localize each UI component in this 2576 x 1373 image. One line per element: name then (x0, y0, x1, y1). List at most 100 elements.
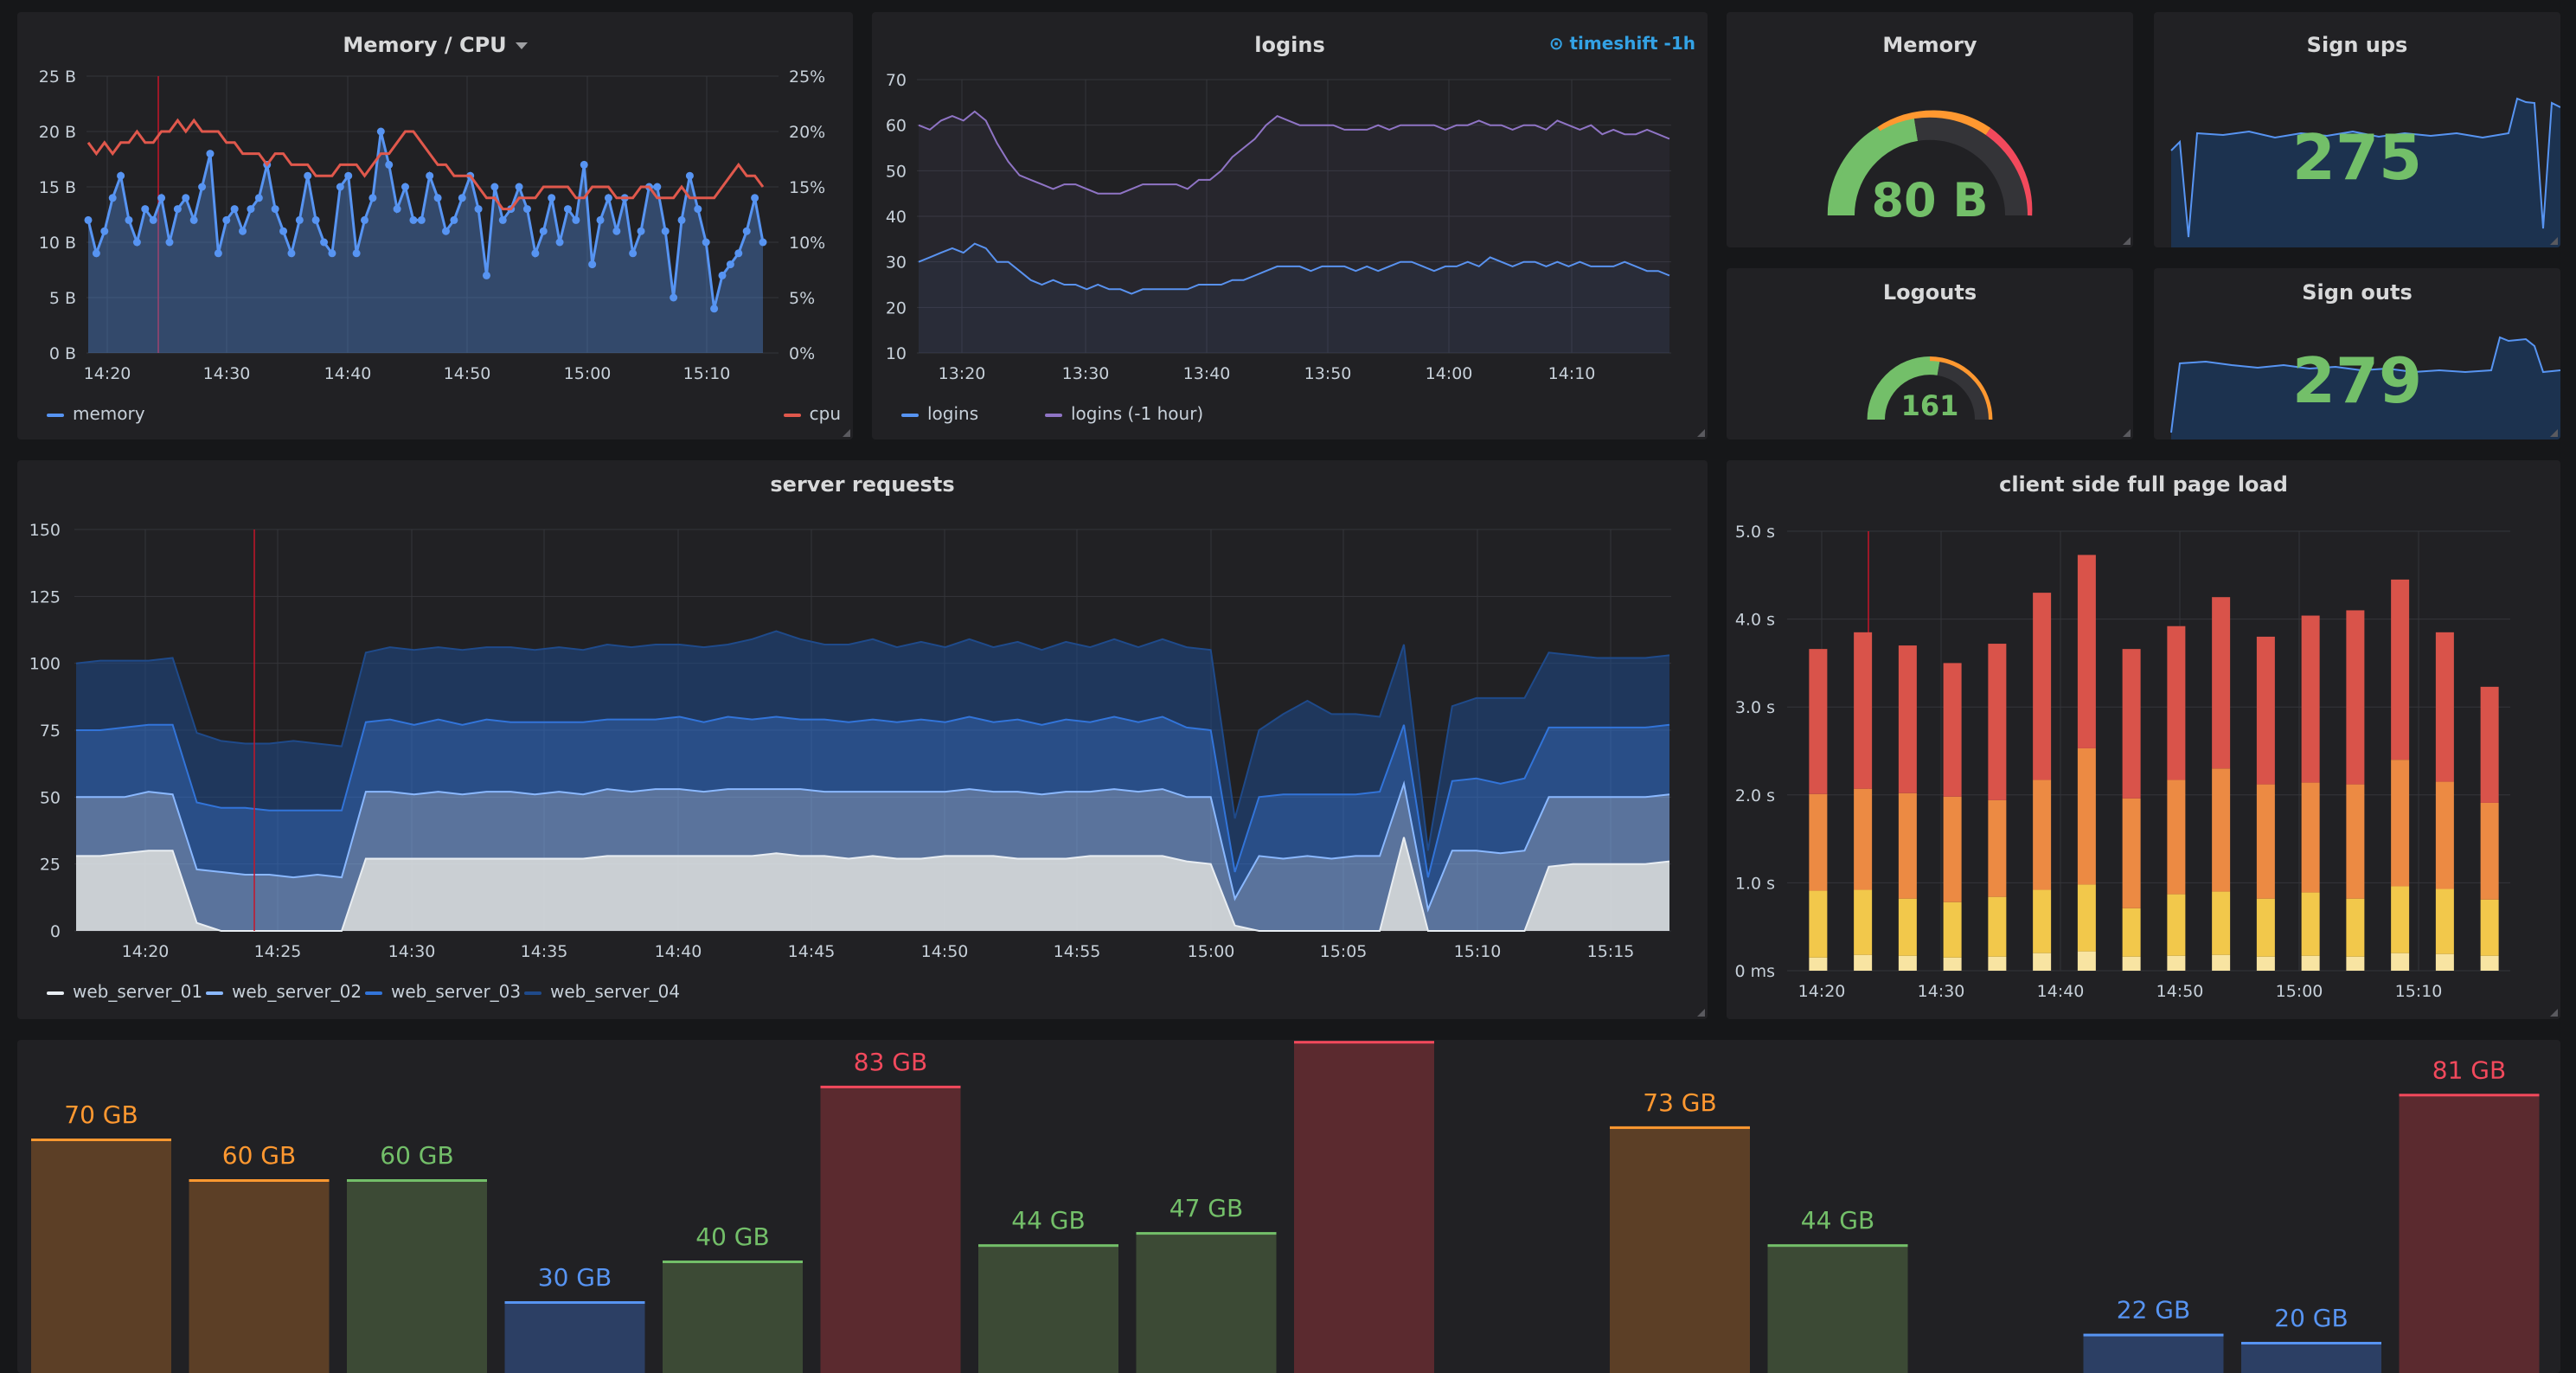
data-point (498, 215, 507, 224)
bar-top-edge (2241, 1342, 2381, 1344)
bar-value-label: 60 GB (222, 1141, 296, 1170)
bar-segment (2122, 908, 2141, 957)
legend-item-logins-minus-1h[interactable]: logins (-1 hour) (1045, 403, 1203, 424)
data-point (376, 127, 385, 136)
bar (1294, 1041, 1434, 1373)
panel-title[interactable]: Sign outs (2302, 280, 2413, 305)
panel-title[interactable]: Memory (1882, 33, 1977, 57)
bar-segment (2167, 955, 2186, 971)
bar-value-label: 44 GB (1011, 1206, 1085, 1235)
data-point (751, 194, 759, 202)
bar (31, 1139, 171, 1373)
data-point (482, 271, 490, 279)
panel-signouts: Sign outs 279 (2154, 268, 2560, 439)
bar-segment (2077, 747, 2096, 885)
bar-segment (1809, 890, 1828, 958)
resize-handle[interactable] (2550, 1009, 2558, 1017)
resize-handle[interactable] (1697, 429, 1705, 437)
bar-gauge-chart: 70 GB 60 GB 60 GB 30 GB 40 GB 83 GB 44 GB 47 GB… (31, 1041, 2540, 1373)
legend-item-logins[interactable]: logins (901, 403, 978, 424)
data-point (409, 215, 418, 224)
bar-segment (1943, 901, 1962, 958)
bar-top-edge (2083, 1333, 2224, 1337)
data-point (198, 183, 207, 191)
bar-top-edge (504, 1301, 645, 1304)
y2-tick-label: 25% (789, 67, 825, 87)
resize-handle[interactable] (1697, 1009, 1705, 1017)
panel-title[interactable]: server requests (770, 472, 955, 497)
x-tick-label: 15:00 (1188, 942, 1235, 961)
legend-item-web-server-04[interactable]: web_server_04 (524, 981, 680, 1002)
panel-server-requests: server requests 0 25 50 75 100 125 150 14:20 14:… (17, 460, 1708, 1019)
panel-title[interactable]: Sign ups (2306, 33, 2408, 57)
bar-segment (1943, 663, 1962, 797)
bar-segment (2212, 597, 2231, 769)
bar-top-edge (978, 1244, 1118, 1248)
chevron-down-icon[interactable] (515, 42, 528, 49)
bar-segment (2212, 768, 2231, 892)
panel-memory-cpu: Memory / CPU 0 B 0% 5 B 5% 10 B 10% 15 B 15% 20 … (17, 12, 853, 439)
timeshift-label: timeshift -1h (1569, 33, 1696, 54)
legend-label: web_server_04 (550, 981, 681, 1002)
bar-segment (2391, 579, 2410, 760)
series-area (76, 716, 1669, 910)
data-point (653, 183, 662, 191)
resize-handle[interactable] (843, 429, 850, 437)
bar-segment (1854, 889, 1873, 955)
legend-item-cpu[interactable]: cpu (783, 403, 841, 424)
panel-title[interactable]: Memory / CPU (17, 33, 853, 57)
y-tick-label: 25 B (39, 67, 76, 87)
panel-title[interactable]: Logouts (1882, 280, 1977, 305)
bar-segment (2033, 953, 2052, 971)
data-point (100, 227, 109, 235)
y-tick-label: 50 (886, 162, 907, 181)
legend-item-memory[interactable]: memory (47, 403, 145, 424)
bar-segment (2077, 555, 2096, 748)
data-point (230, 205, 239, 214)
sparkline-area (2171, 99, 2560, 247)
bar (1610, 1126, 1750, 1373)
resize-handle[interactable] (2123, 429, 2131, 437)
gauge-remaining-arc (1937, 362, 1989, 420)
panel-logins: logins ⊙ timeshift -1h 10 20 30 40 50 60 70 13:… (872, 12, 1708, 439)
panel-title[interactable]: logins (1254, 33, 1325, 57)
data-point (311, 215, 320, 224)
data-point (572, 215, 580, 224)
bar-segment (2435, 632, 2454, 782)
legend-item-web-server-02[interactable]: web_server_02 (206, 981, 362, 1002)
y-tick-label: 1.0 s (1735, 874, 1775, 893)
resize-handle[interactable] (2550, 237, 2558, 245)
data-point (596, 215, 605, 224)
series-line (76, 715, 1670, 878)
gauge-value-arc (1871, 361, 1940, 420)
bar-segment (2346, 610, 2365, 785)
series-line (75, 630, 1670, 851)
legend-item-web-server-01[interactable]: web_server_01 (47, 981, 202, 1002)
sparkline-area (2171, 337, 2560, 439)
bar (1767, 1244, 1908, 1373)
bar-segment (2346, 956, 2365, 971)
legend-swatch (47, 413, 64, 417)
data-point (555, 238, 564, 247)
resize-handle[interactable] (2550, 429, 2558, 437)
panel-title[interactable]: client side full page load (1999, 472, 2288, 497)
y-tick-label: 5 B (49, 289, 76, 308)
bar (2241, 1342, 2381, 1373)
resize-handle[interactable] (2123, 237, 2131, 245)
data-point (612, 227, 621, 235)
panel-logouts: Logouts 161 (1727, 268, 2133, 439)
bar-segment (2212, 954, 2231, 971)
bar (820, 1085, 961, 1373)
bar-segment (2167, 780, 2186, 895)
y-tick-label: 10 (886, 344, 907, 363)
bar-top-edge (1294, 1041, 1434, 1044)
data-point (165, 238, 174, 247)
x-tick-label: 15:00 (564, 364, 612, 383)
data-point (490, 183, 499, 191)
gauge-value: 80 B (1871, 173, 1989, 228)
legend-item-web-server-03[interactable]: web_server_03 (365, 981, 521, 1002)
y-tick-label: 0 ms (1734, 962, 1775, 981)
x-tick-label: 14:30 (203, 364, 251, 383)
legend-label: web_server_03 (391, 981, 522, 1002)
data-point (742, 227, 751, 235)
